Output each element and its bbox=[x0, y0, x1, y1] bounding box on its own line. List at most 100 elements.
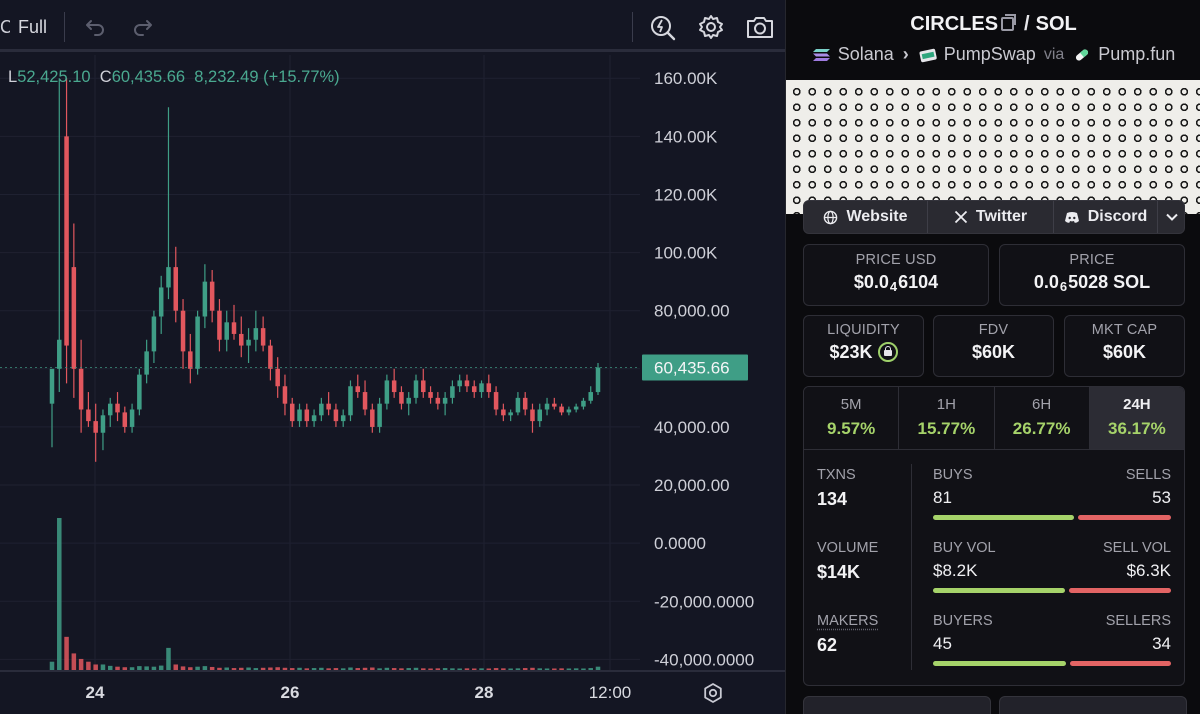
redo-button[interactable] bbox=[128, 10, 158, 44]
watchlist-button[interactable] bbox=[803, 696, 991, 714]
volume-bar bbox=[151, 666, 157, 670]
time-tick-label: 24 bbox=[86, 683, 105, 702]
candle-body bbox=[384, 380, 390, 404]
price-tick-label: 20,000.00 bbox=[654, 476, 730, 495]
volume-bar bbox=[166, 647, 171, 670]
price-usd-prefix: $0.0 bbox=[853, 272, 889, 292]
tab-24h[interactable]: 24H 36.17% bbox=[1089, 387, 1184, 449]
solana-icon bbox=[812, 48, 830, 61]
candle-body bbox=[326, 403, 331, 410]
chart-panel[interactable]: C Full bbox=[0, 0, 785, 714]
volume-bar bbox=[552, 668, 557, 670]
settings-button[interactable] bbox=[694, 10, 728, 44]
market-cap-card: MKT CAP $60K bbox=[1064, 315, 1185, 377]
candle-body bbox=[421, 380, 426, 393]
candle-body bbox=[399, 392, 404, 404]
buyers-value: 45 bbox=[933, 634, 952, 653]
volume-label: VOLUME bbox=[817, 540, 879, 556]
candle-body bbox=[493, 392, 499, 410]
globe-icon bbox=[824, 210, 838, 224]
candle-body bbox=[311, 415, 317, 422]
candle-body bbox=[530, 409, 535, 422]
social-links: Website Twitter Discord bbox=[803, 200, 1185, 234]
volume-bar bbox=[362, 667, 368, 670]
candle-body bbox=[253, 328, 259, 340]
sell-share-bar bbox=[1078, 515, 1171, 520]
twitter-label: Twitter bbox=[975, 208, 1028, 225]
makers-stat: MAKERS 62 bbox=[817, 613, 878, 656]
ohlc-close-key: C bbox=[99, 68, 112, 86]
volume-bar bbox=[464, 668, 470, 670]
volume-bars bbox=[49, 518, 601, 670]
volume-bar bbox=[224, 667, 229, 670]
time-tick-label: 28 bbox=[475, 683, 494, 702]
liquidity-lock-icon[interactable] bbox=[877, 342, 898, 362]
price-tick-label: -40,000.0000 bbox=[654, 650, 754, 669]
makers-value: 62 bbox=[817, 635, 838, 655]
volume-bar bbox=[340, 668, 346, 670]
candle-body bbox=[522, 397, 528, 410]
candle-body bbox=[348, 386, 353, 416]
candle-body bbox=[166, 267, 171, 288]
price-sol-label: PRICE bbox=[1069, 252, 1115, 268]
axis-settings-icon[interactable] bbox=[700, 680, 726, 706]
chain-link[interactable]: Solana bbox=[837, 44, 894, 64]
volume-bar bbox=[78, 658, 84, 670]
buy-share-bar bbox=[933, 661, 1066, 666]
volume-bar bbox=[297, 667, 302, 670]
twitter-button[interactable]: Twitter bbox=[928, 201, 1054, 233]
last-price-tag bbox=[642, 354, 748, 381]
website-button[interactable]: Website bbox=[804, 201, 928, 233]
tab-5m[interactable]: 5M 9.57% bbox=[804, 387, 900, 449]
tab-6h[interactable]: 6H 26.77% bbox=[994, 387, 1090, 449]
snapshot-button[interactable] bbox=[742, 10, 778, 44]
price-usd-zero-count: 4 bbox=[889, 279, 898, 294]
volume-bar bbox=[399, 668, 404, 670]
more-socials-button[interactable] bbox=[1158, 201, 1184, 233]
volume-bar bbox=[413, 667, 419, 670]
volume-bar bbox=[333, 668, 339, 670]
pair-route: Solana › PumpSwap via Pump.fun bbox=[786, 44, 1200, 65]
candle-body bbox=[464, 380, 470, 387]
dex-link[interactable]: PumpSwap bbox=[943, 44, 1036, 64]
quick-analysis-button[interactable] bbox=[645, 10, 679, 44]
pair-title: CIRCLES / SOL bbox=[786, 13, 1200, 36]
volume-bar bbox=[231, 668, 237, 670]
launchpad-link[interactable]: Pump.fun bbox=[1098, 44, 1176, 64]
volume-bar bbox=[319, 667, 324, 670]
volume-bar bbox=[129, 667, 135, 670]
price-chart[interactable]: 160.00K 140.00K 120.00K 100.00K 80,000.00 60,… bbox=[0, 55, 785, 714]
tab-label: 24H bbox=[1123, 396, 1151, 413]
candle-body bbox=[479, 383, 484, 393]
price-sol-value: 0.065028 SOL bbox=[1000, 272, 1184, 294]
price-usd-digits: 6104 bbox=[898, 272, 939, 292]
volume-bar bbox=[573, 668, 579, 670]
volume-bar bbox=[493, 668, 499, 670]
liquidity-card: LIQUIDITY $23K bbox=[803, 315, 924, 377]
volume-bar bbox=[173, 664, 179, 670]
candle-body bbox=[508, 412, 513, 416]
tab-change: 36.17% bbox=[1108, 419, 1166, 438]
pair-separator: / bbox=[1024, 13, 1030, 35]
copy-icon[interactable] bbox=[1001, 14, 1017, 31]
volume-bar bbox=[209, 666, 215, 670]
tab-1h[interactable]: 1H 15.77% bbox=[899, 387, 995, 449]
price-usd-value: $0.046104 bbox=[804, 272, 988, 294]
tab-label: 1H bbox=[936, 396, 956, 413]
candle-body bbox=[370, 409, 375, 427]
volume-stat: VOLUME $14K bbox=[817, 540, 878, 583]
fullscreen-button[interactable]: C Full bbox=[0, 10, 55, 44]
volume-bar bbox=[71, 653, 77, 670]
website-label: Website bbox=[846, 208, 908, 225]
via-label: via bbox=[1043, 45, 1065, 63]
alerts-button[interactable] bbox=[999, 696, 1187, 714]
volume-bar bbox=[406, 668, 411, 670]
discord-button[interactable]: Discord bbox=[1054, 201, 1158, 233]
fdv-card: FDV $60K bbox=[933, 315, 1054, 377]
volume-bar bbox=[137, 666, 142, 670]
price-axis: 160.00K 140.00K 120.00K 100.00K 80,000.00 60,… bbox=[642, 69, 754, 669]
candle-body bbox=[581, 400, 586, 407]
candle-body bbox=[173, 267, 179, 311]
txns-stat: TXNS 134 bbox=[817, 467, 856, 510]
undo-button[interactable] bbox=[80, 10, 110, 44]
